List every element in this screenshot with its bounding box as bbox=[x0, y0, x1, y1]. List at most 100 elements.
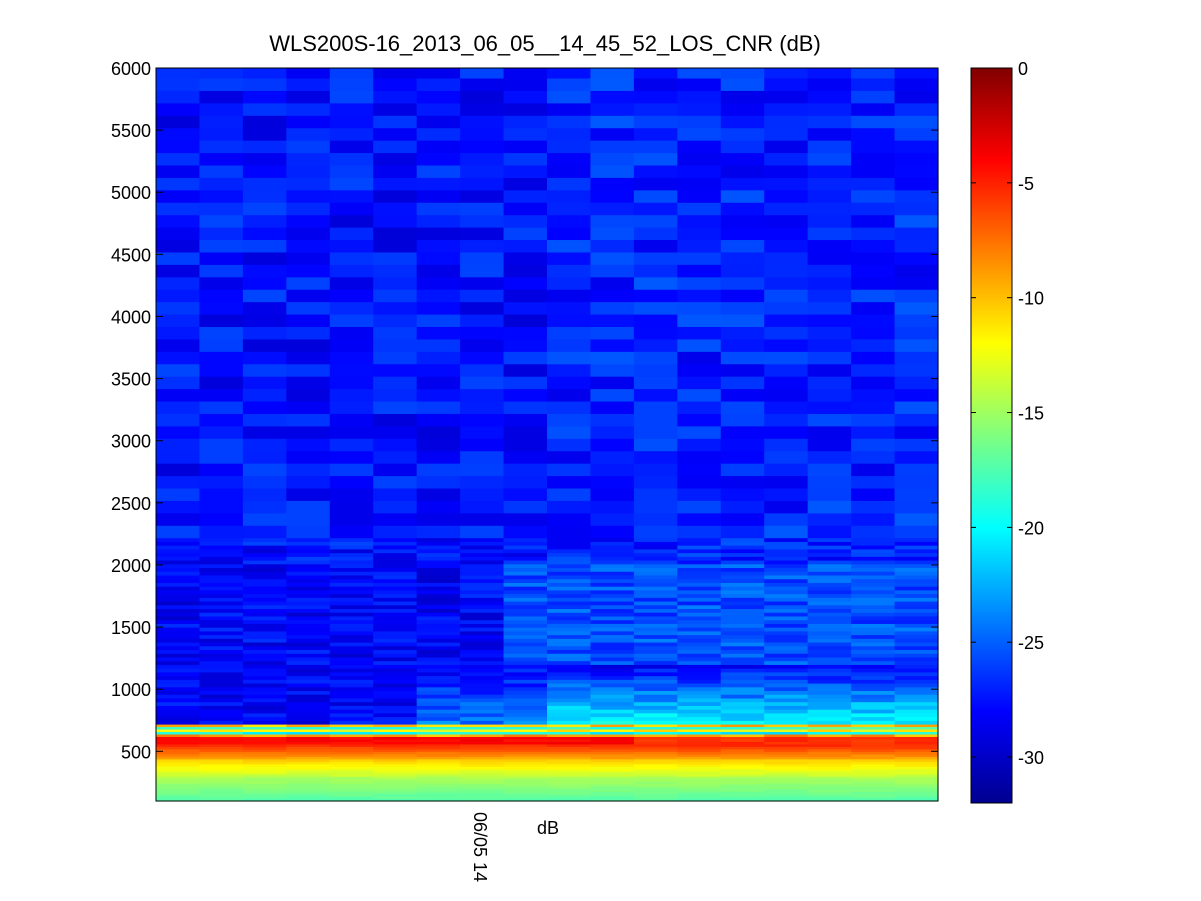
heatmap-cell bbox=[547, 731, 592, 735]
heatmap-cell bbox=[894, 289, 939, 303]
heatmap-cell bbox=[764, 783, 809, 787]
colorbar-ticks: 0-5-10-15-20-25-30 bbox=[971, 59, 1044, 768]
heatmap-cell bbox=[807, 563, 852, 569]
heatmap-cell bbox=[242, 675, 287, 680]
heatmap-cell bbox=[894, 593, 939, 598]
heatmap-cell bbox=[633, 753, 678, 757]
heatmap-cell bbox=[590, 686, 635, 692]
heatmap-cell bbox=[242, 679, 287, 684]
heatmap-cell bbox=[764, 556, 809, 561]
heatmap-cell bbox=[590, 289, 635, 303]
heatmap-cell bbox=[764, 604, 809, 610]
heatmap-cell bbox=[720, 127, 765, 141]
heatmap-cell bbox=[286, 363, 331, 377]
heatmap-cell bbox=[590, 751, 635, 755]
heatmap-cell bbox=[851, 102, 896, 116]
heatmap-cell bbox=[503, 559, 548, 565]
colorbar-tick-label: -30 bbox=[1018, 748, 1044, 768]
heatmap-cell bbox=[503, 675, 548, 680]
heatmap-cell bbox=[199, 239, 244, 253]
heatmap-cell bbox=[807, 649, 852, 654]
heatmap-cell bbox=[503, 793, 548, 797]
heatmap-cell bbox=[329, 276, 374, 290]
heatmap-cell bbox=[720, 487, 765, 501]
heatmap-cell bbox=[373, 656, 418, 662]
heatmap-cell bbox=[807, 276, 852, 290]
heatmap-cell bbox=[851, 537, 896, 542]
heatmap-cell bbox=[329, 638, 374, 643]
heatmap-cell bbox=[373, 525, 418, 539]
heatmap-cell bbox=[460, 675, 505, 680]
heatmap-cell bbox=[894, 679, 939, 684]
heatmap-cell bbox=[720, 589, 765, 595]
heatmap-cell bbox=[242, 686, 287, 692]
heatmap-cell bbox=[764, 413, 809, 427]
heatmap-cell bbox=[199, 638, 244, 643]
heatmap-cell bbox=[677, 788, 722, 792]
heatmap-cell bbox=[156, 189, 201, 203]
heatmap-cell bbox=[503, 771, 548, 775]
heatmap-cell bbox=[242, 115, 287, 129]
heatmap-cell bbox=[286, 756, 331, 760]
heatmap-cell bbox=[764, 668, 809, 673]
heatmap-cell bbox=[807, 68, 852, 79]
heatmap-cell bbox=[199, 512, 244, 526]
heatmap-cell bbox=[894, 571, 939, 576]
heatmap-cell bbox=[764, 701, 809, 706]
heatmap-cell bbox=[720, 726, 765, 730]
heatmap-cell bbox=[547, 778, 592, 782]
heatmap-cell bbox=[503, 140, 548, 154]
heatmap-cell bbox=[373, 68, 418, 79]
heatmap-cell bbox=[242, 548, 287, 554]
heatmap-cell bbox=[807, 463, 852, 477]
heatmap-cell bbox=[633, 589, 678, 595]
heatmap-cell bbox=[460, 413, 505, 427]
heatmap-cell bbox=[286, 578, 331, 583]
heatmap-cell bbox=[460, 559, 505, 565]
heatmap-cell bbox=[286, 716, 331, 721]
heatmap-cell bbox=[633, 671, 678, 677]
heatmap-cell bbox=[590, 578, 635, 583]
heatmap-cell bbox=[633, 567, 678, 572]
heatmap-cell bbox=[416, 743, 461, 747]
heatmap-cell bbox=[460, 709, 505, 714]
heatmap-cell bbox=[329, 664, 374, 669]
heatmap-cell bbox=[677, 781, 722, 785]
heatmap-cell bbox=[633, 709, 678, 714]
heatmap-cell bbox=[590, 589, 635, 595]
heatmap-cell bbox=[242, 641, 287, 647]
heatmap-cell bbox=[199, 668, 244, 673]
heatmap-cell bbox=[764, 781, 809, 785]
heatmap-cell bbox=[460, 68, 505, 79]
heatmap-cell bbox=[242, 623, 287, 628]
heatmap-cell bbox=[460, 712, 505, 718]
heatmap-cell bbox=[460, 791, 505, 795]
heatmap-cell bbox=[373, 140, 418, 154]
heatmap-cell bbox=[286, 641, 331, 647]
heatmap-cell bbox=[156, 289, 201, 303]
heatmap-cell bbox=[764, 686, 809, 692]
heatmap-cell bbox=[807, 619, 852, 624]
heatmap-cell bbox=[894, 563, 939, 569]
heatmap-cell bbox=[633, 746, 678, 750]
heatmap-cell bbox=[242, 615, 287, 621]
heatmap-cell bbox=[764, 475, 809, 489]
heatmap-cell bbox=[894, 623, 939, 628]
heatmap-cell bbox=[633, 525, 678, 539]
heatmap-cell bbox=[242, 363, 287, 377]
heatmap-cell bbox=[633, 656, 678, 662]
heatmap-cell bbox=[894, 686, 939, 692]
heatmap-cell bbox=[503, 761, 548, 765]
heatmap-cell bbox=[720, 798, 765, 802]
heatmap-cell bbox=[894, 771, 939, 775]
heatmap-cell bbox=[547, 552, 592, 557]
heatmap-cell bbox=[329, 645, 374, 651]
heatmap-cell bbox=[460, 567, 505, 572]
heatmap-cell bbox=[460, 127, 505, 141]
heatmap-cell bbox=[329, 68, 374, 79]
heatmap-cell bbox=[764, 728, 809, 733]
y-tick-label: 3500 bbox=[111, 370, 151, 390]
heatmap-cell bbox=[851, 559, 896, 565]
heatmap-cell bbox=[460, 660, 505, 665]
heatmap-cell bbox=[373, 619, 418, 624]
